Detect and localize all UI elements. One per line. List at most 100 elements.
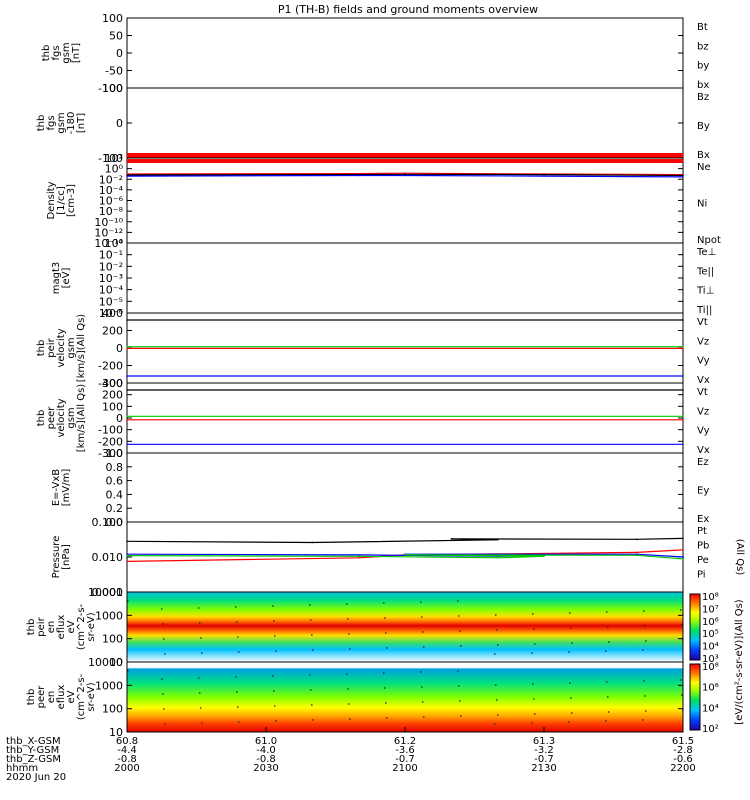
- y-axis-label-line: velocity: [56, 328, 67, 367]
- spectrogram-speck: [383, 602, 385, 604]
- spectrogram-speck: [386, 647, 388, 649]
- y-axis-label-line: eV: [66, 690, 77, 703]
- colorbar-tick-label: 10⁸: [702, 662, 719, 673]
- legend-vz: Vz: [697, 406, 709, 417]
- legend-ex: Ex: [697, 514, 709, 525]
- spectrogram-speck: [237, 706, 239, 708]
- colorbar-tick-label: 10⁴: [702, 642, 719, 653]
- series-point: [357, 174, 360, 177]
- spectrogram-speck: [237, 636, 239, 638]
- x-axis: thb_X-GSM 60.8 61.0 61.2 61.3 61.5 thb_Y-GSM -4…: [6, 599, 745, 783]
- y-tick-label: 0.6: [106, 475, 124, 488]
- spectrogram-speck: [272, 675, 274, 677]
- y-tick-label: -400: [98, 377, 123, 390]
- series-point: [682, 375, 684, 377]
- series-point: [496, 556, 499, 559]
- panel-3: 10²10⁰10⁻²10⁻⁴10⁻⁶10⁻⁸10⁻¹⁰10⁻¹²10⁻¹⁴Den…: [46, 152, 721, 250]
- y-tick-label: 0.001: [92, 586, 124, 599]
- y-axis-label-line: peir: [46, 337, 57, 357]
- series-point: [682, 176, 684, 178]
- y-tick-label: 10⁻⁸: [99, 205, 124, 218]
- x-tick-label: 61.2: [394, 736, 416, 747]
- y-tick-label: 0.010: [92, 551, 124, 564]
- spectrogram-speck: [164, 723, 166, 725]
- colorbar-tick-label: 10⁷: [702, 604, 719, 615]
- y-axis-label: Pressure [nPa]: [51, 536, 72, 579]
- spectrogram-speck: [384, 617, 386, 619]
- y-tick-label: 10²: [105, 152, 123, 165]
- spectrogram-speck: [532, 683, 534, 685]
- series-point: [404, 554, 406, 556]
- series-point: [357, 555, 360, 558]
- x-tick-label: -0.7: [395, 754, 415, 765]
- legend-ti⊥: Ti⊥: [696, 286, 714, 297]
- y-axis-label-line: eflux: [56, 615, 67, 640]
- spectrogram-speck: [534, 713, 536, 715]
- spectrogram-speck: [386, 717, 388, 719]
- series-point: [543, 555, 545, 558]
- spectrogram-speck: [383, 672, 385, 674]
- spectrogram-speck: [569, 612, 571, 614]
- spectrogram-speck: [310, 619, 312, 621]
- y-tick-label: 10⁻¹: [99, 249, 123, 262]
- x-tick-label: -0.7: [534, 754, 554, 765]
- legend-vz: Vz: [697, 336, 709, 347]
- series-point: [682, 418, 684, 421]
- y-axis-label-line: gsm: [56, 112, 67, 133]
- colorbar-tick-label: 10⁸: [702, 592, 719, 603]
- y-axis-label-line: [mV/m]: [61, 469, 72, 507]
- series-point: [126, 553, 128, 556]
- series-point: [682, 415, 684, 418]
- spectrogram-speck: [127, 670, 129, 672]
- colorbar-tick-label: 10³: [702, 654, 719, 665]
- spectrogram-speck: [605, 650, 607, 652]
- spectrogram-speck: [681, 624, 683, 626]
- legend-bx: bx: [697, 80, 709, 91]
- y-tick-label: 1000: [95, 609, 123, 622]
- y-tick-label: 10000: [88, 656, 123, 669]
- spectrogram-speck: [236, 691, 238, 693]
- y-tick-label: 0.8: [106, 461, 124, 474]
- legend-pe: Pe: [697, 555, 709, 566]
- spectrogram-speck: [312, 649, 314, 651]
- series-point: [682, 347, 684, 350]
- y-axis-label-line: fgs: [51, 45, 62, 60]
- x-tick-label: 2200: [670, 763, 695, 774]
- spectrogram-speck: [608, 711, 610, 713]
- panel-2: 100 0 -100 thb fgs gsm -180 [nT] Bz By Bx: [36, 82, 710, 165]
- bz-saturated-trace: [127, 153, 683, 158]
- y-axis-label-line: thb: [36, 340, 47, 357]
- y-tick-label: 10⁻²: [99, 173, 123, 186]
- spectrogram-speck: [458, 685, 460, 687]
- y-tick-label: 100: [102, 703, 123, 716]
- y-tick-label: 10⁻⁴: [99, 284, 124, 297]
- spectrogram-speck: [199, 622, 201, 624]
- spectrogram-speck: [309, 674, 311, 676]
- y-axis-label: thb fgs gsm -180 [nT]: [36, 112, 87, 135]
- legend-npot: Npot: [697, 235, 721, 246]
- legend-ti||: Ti||: [696, 305, 712, 316]
- series-point: [543, 173, 545, 176]
- y-axis-label-line: en: [46, 621, 57, 634]
- spectrogram-speck: [162, 693, 164, 695]
- spectrogram-speck: [608, 641, 610, 643]
- legend-bz: bz: [697, 41, 709, 52]
- y-axis-label-line: fgs: [46, 115, 57, 130]
- y-axis-label: E=-VxB [mV/m]: [51, 469, 72, 507]
- legend-bt: Bt: [697, 22, 708, 33]
- spectrogram-speck: [311, 704, 313, 706]
- spectrogram-speck: [532, 613, 534, 615]
- x-tick-label: 2130: [531, 763, 556, 774]
- legend-ne: Ne: [697, 162, 711, 173]
- spectrogram-speck: [163, 638, 165, 640]
- spectrogram-speck: [238, 721, 240, 723]
- y-axis-label: thb peer en eflux eV (cm^2-s-sr-eV): [26, 673, 97, 720]
- spectrogram-speck: [385, 702, 387, 704]
- spectrogram-speck: [198, 607, 200, 609]
- legend-bz: Bz: [697, 92, 709, 103]
- y-tick-label: 100: [102, 633, 123, 646]
- series-point: [404, 174, 406, 177]
